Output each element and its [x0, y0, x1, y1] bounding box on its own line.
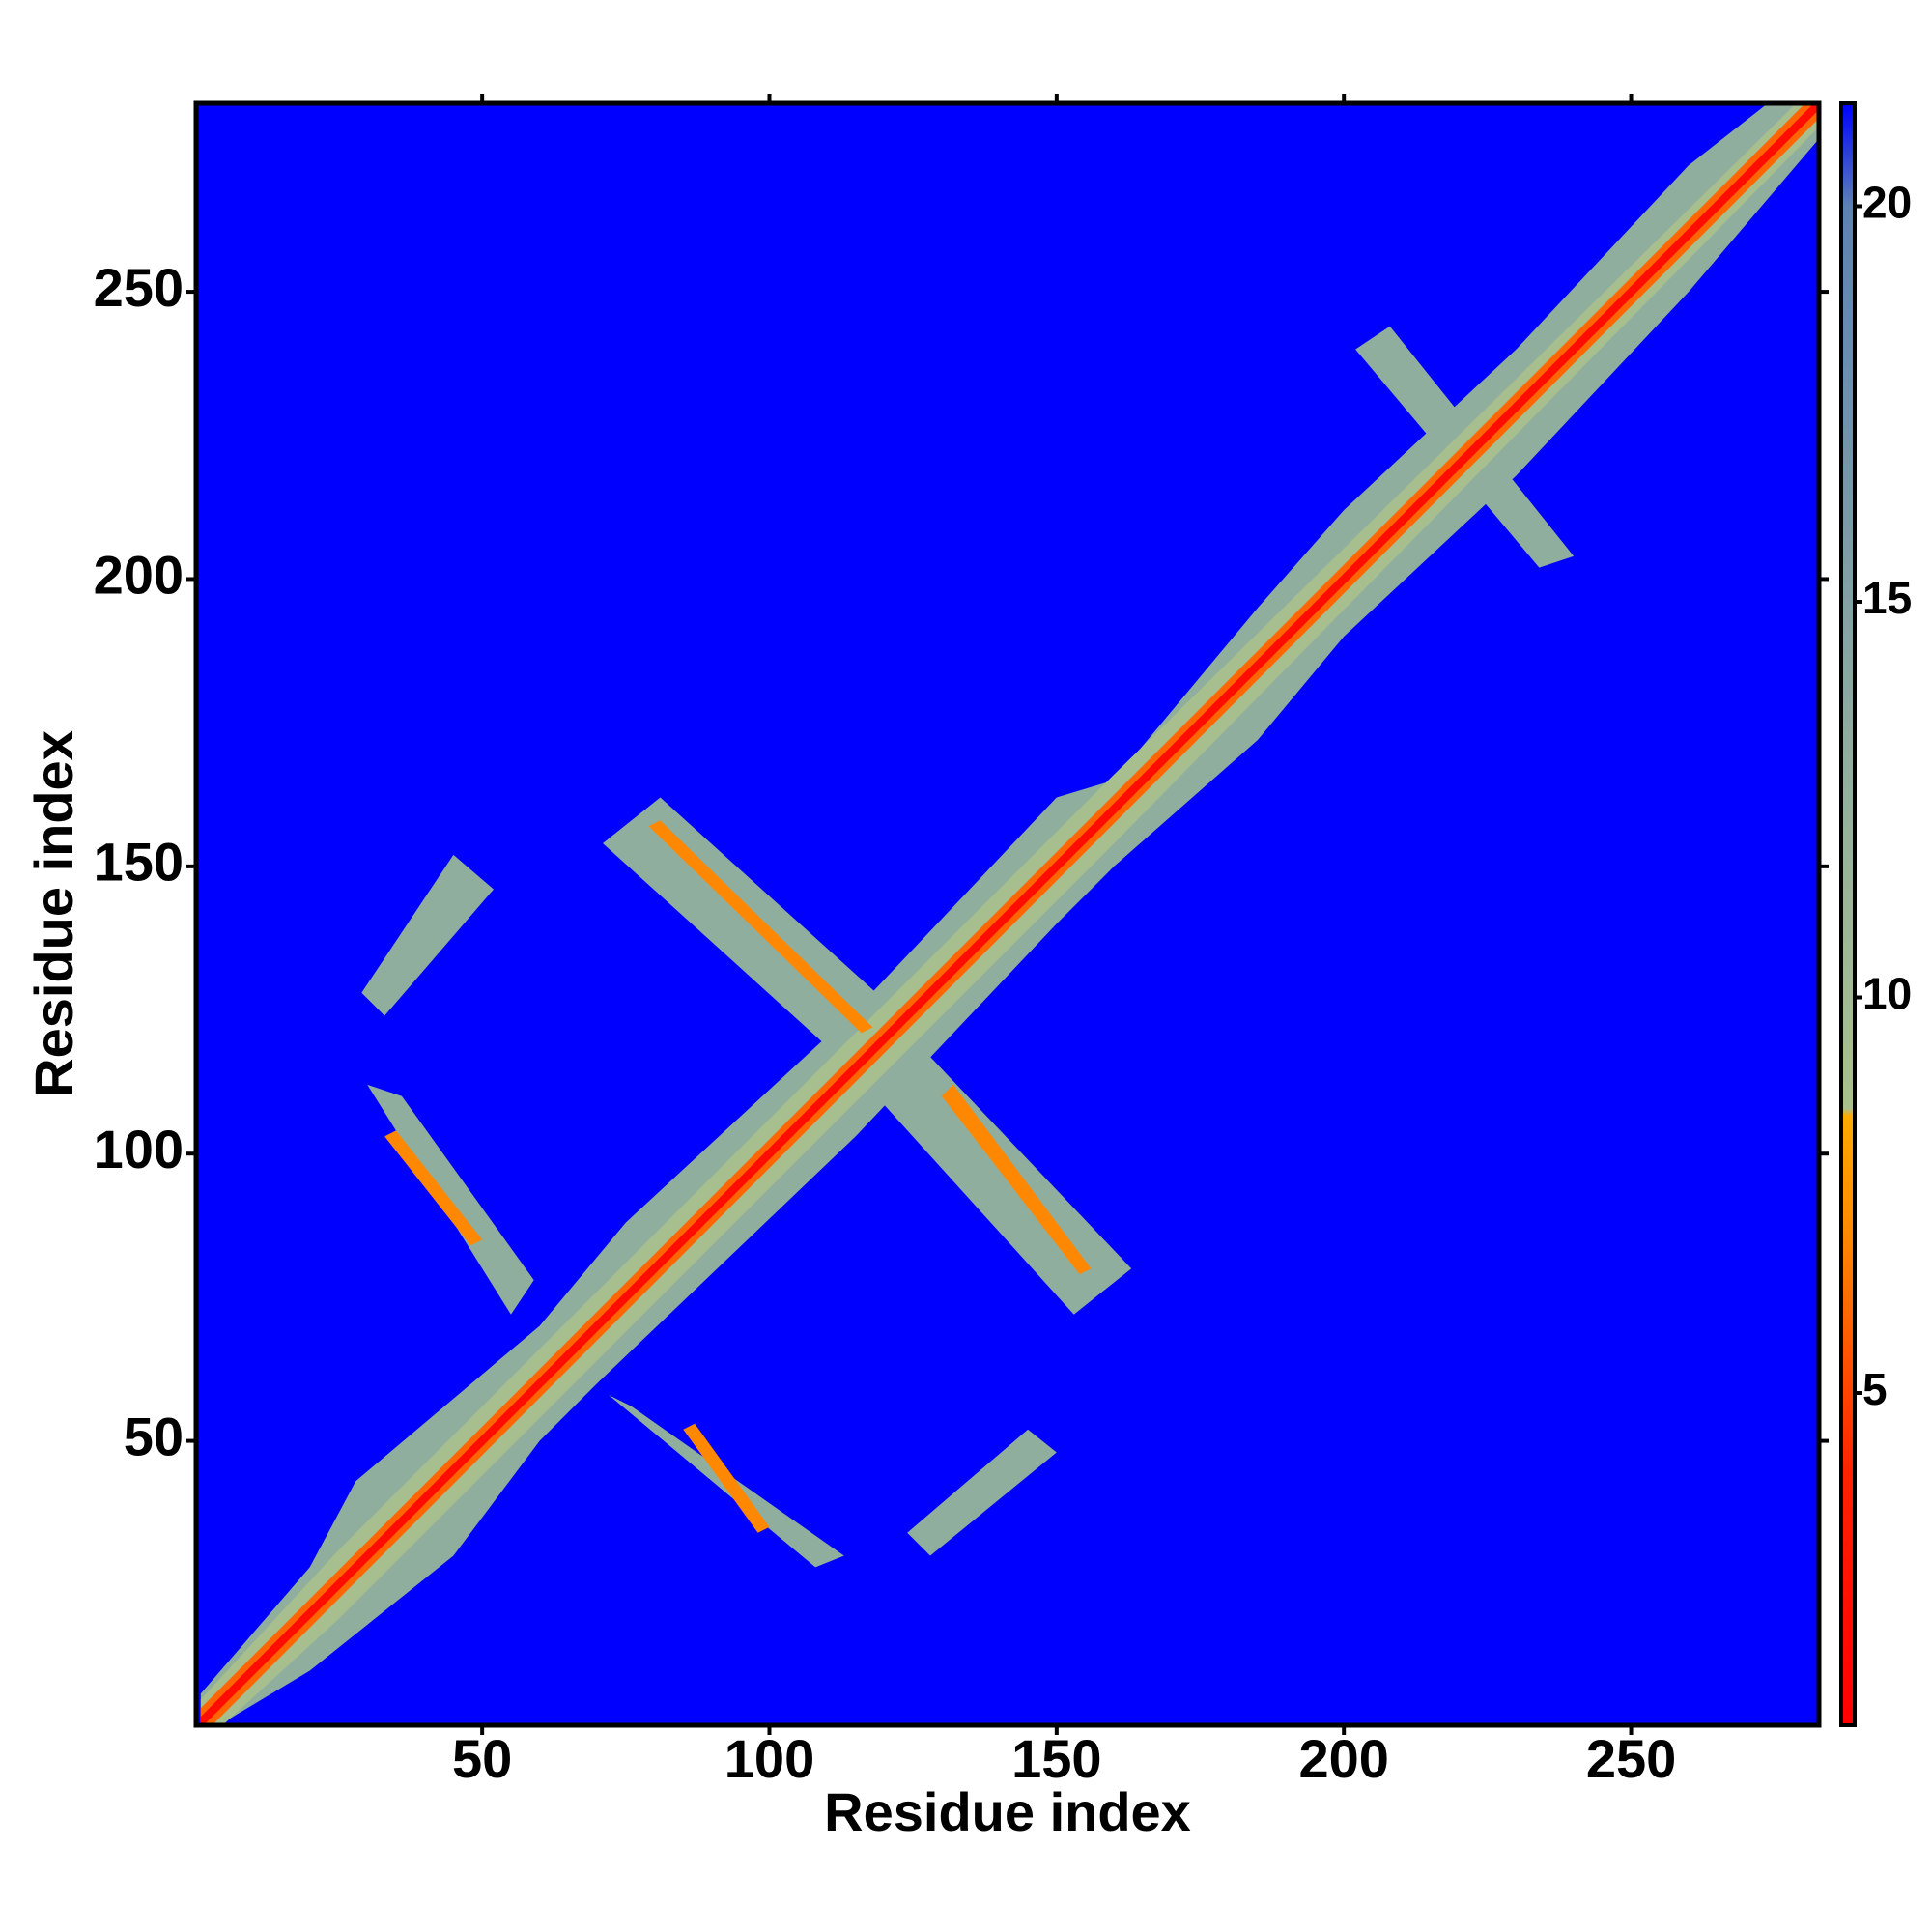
y-tick-label: 100: [94, 1119, 184, 1179]
plot-area: [196, 103, 1819, 1725]
colorbar: [1839, 101, 1857, 1727]
colorbar-tick-label: 20: [1862, 178, 1912, 228]
x-tick-label: 250: [1586, 1728, 1676, 1789]
distance-region: [941, 1084, 1092, 1275]
plot-frame: [193, 100, 1822, 1728]
distance-region: [361, 854, 494, 1016]
x-tick-label: 100: [724, 1728, 814, 1789]
x-axis-title: Residue index: [824, 1781, 1191, 1842]
distance-region: [200, 103, 1819, 1725]
x-tick-label: 200: [1298, 1728, 1388, 1789]
x-tick-label: 150: [1011, 1728, 1101, 1789]
x-tick-label: 50: [452, 1728, 512, 1789]
colorbar-tick-label: 5: [1862, 1364, 1888, 1414]
colorbar-tick-label: 15: [1862, 573, 1912, 623]
y-axis-title: Residue index: [23, 730, 84, 1097]
colorbar-tick-label: 10: [1862, 969, 1912, 1019]
y-tick-label: 250: [94, 257, 184, 318]
y-tick-label: 50: [124, 1406, 184, 1466]
distance-region: [367, 1084, 534, 1315]
distance-region: [907, 1429, 1057, 1556]
distance-region: [648, 820, 873, 1034]
distance-region: [384, 1130, 483, 1246]
y-tick-label: 200: [94, 544, 184, 605]
y-tick-label: 150: [94, 832, 184, 893]
distance-region: [683, 1423, 770, 1533]
